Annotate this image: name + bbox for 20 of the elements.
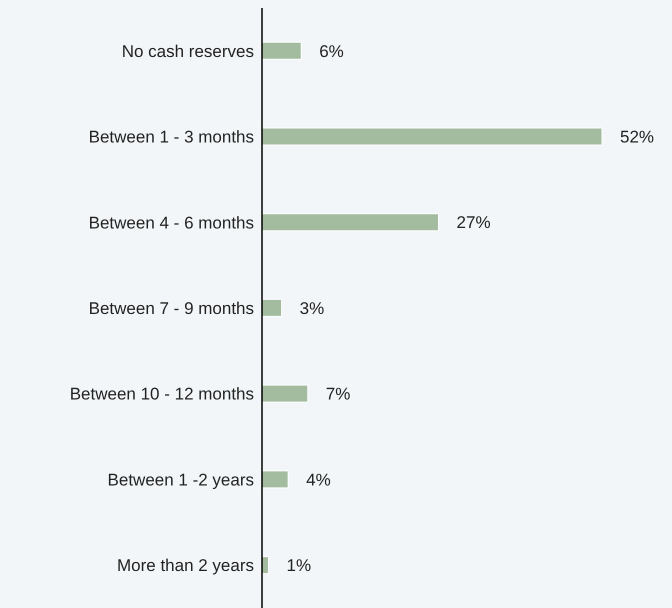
bar [262, 470, 289, 488]
bar [262, 42, 302, 60]
data-label: 4% [306, 470, 331, 490]
y-tick-label: Between 7 - 9 months [88, 299, 254, 318]
bar [262, 298, 282, 317]
y-tick-label: Between 1 -2 years [108, 470, 254, 490]
bar [262, 213, 440, 232]
y-tick-label: No cash reserves [122, 42, 254, 61]
y-tick-label: Between 10 - 12 months [70, 384, 254, 404]
bar [262, 384, 308, 403]
y-tick-label: Between 1 - 3 months [88, 128, 254, 147]
data-label: 52% [620, 128, 654, 147]
data-label: 3% [300, 298, 324, 318]
data-label: 7% [326, 384, 350, 404]
data-label: 6% [319, 42, 344, 61]
data-label: 27% [456, 213, 491, 232]
y-tick-label: More than 2 years [116, 556, 254, 576]
data-label: 1% [286, 556, 312, 576]
y-tick-label: Between 4 - 6 months [88, 213, 254, 232]
bar [262, 128, 602, 146]
